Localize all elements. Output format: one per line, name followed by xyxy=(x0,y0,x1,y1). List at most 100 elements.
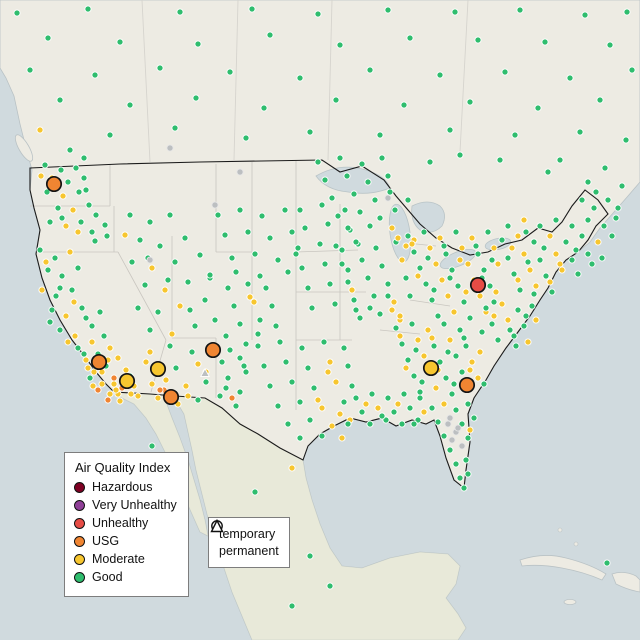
station-dot xyxy=(242,368,250,376)
station-dot xyxy=(146,218,154,226)
station-dot xyxy=(64,338,72,346)
station-dot xyxy=(434,312,442,320)
station-dot xyxy=(410,248,418,256)
aqi-category-label: Good xyxy=(92,570,123,584)
station-dot xyxy=(501,68,509,76)
station-dot xyxy=(288,602,296,610)
station-dot xyxy=(58,214,66,222)
station-dot xyxy=(384,6,392,14)
station-dot xyxy=(148,380,156,388)
station-dot xyxy=(316,240,324,248)
station-dot xyxy=(546,278,554,286)
station-dot xyxy=(452,352,460,360)
station-dot xyxy=(581,11,589,19)
station-dot xyxy=(266,234,274,242)
station-dot xyxy=(446,336,454,344)
station-dot xyxy=(284,268,292,276)
station-dot-large xyxy=(45,175,63,193)
station-dot xyxy=(504,254,512,262)
station-dot xyxy=(440,242,448,250)
station-dot xyxy=(464,260,472,268)
station-dot xyxy=(186,306,194,314)
station-dot xyxy=(480,266,488,274)
aqi-legend-item: USG xyxy=(74,535,177,548)
station-dot xyxy=(224,374,232,382)
station-dot xyxy=(69,206,77,214)
station-dot xyxy=(68,286,76,294)
station-dot xyxy=(184,278,192,286)
station-dot xyxy=(468,234,476,242)
station-dot xyxy=(171,258,179,266)
station-dot xyxy=(534,104,542,112)
station-dot xyxy=(352,394,360,402)
station-dot xyxy=(498,236,506,244)
station-dot xyxy=(184,392,192,400)
shape-legend-item: permanent xyxy=(210,518,279,558)
station-dot xyxy=(384,172,392,180)
cuba xyxy=(519,555,607,581)
station-dot xyxy=(37,172,45,180)
station-dot xyxy=(390,408,398,416)
station-dot xyxy=(121,231,129,239)
station-dot xyxy=(164,276,172,284)
station-dot xyxy=(250,298,258,306)
station-dot xyxy=(446,414,454,422)
station-dot xyxy=(464,400,472,408)
station-dot xyxy=(191,322,199,330)
stations-layer xyxy=(13,5,636,610)
station-dot xyxy=(52,292,60,300)
station-dot xyxy=(281,206,289,214)
aqi-legend-item: Hazardous xyxy=(74,481,177,494)
station-dot xyxy=(226,346,234,354)
station-dot xyxy=(446,274,454,282)
station-dot xyxy=(318,201,326,209)
station-dot xyxy=(324,220,332,228)
aqi-category-label: Moderate xyxy=(92,552,145,566)
aqi-category-swatch xyxy=(74,553,85,565)
station-dot xyxy=(528,302,536,310)
station-dot xyxy=(338,246,346,254)
station-dot xyxy=(454,424,462,432)
station-dot xyxy=(430,286,438,294)
station-dot xyxy=(341,206,349,214)
jamaica xyxy=(563,599,577,605)
station-dot xyxy=(372,244,380,252)
station-dot xyxy=(211,316,219,324)
aqi-legend-item: Good xyxy=(74,571,177,584)
station-dot xyxy=(274,402,282,410)
station-dot xyxy=(192,94,200,102)
station-dot xyxy=(436,71,444,79)
station-dot xyxy=(43,188,51,196)
station-dot xyxy=(41,161,49,169)
station-dot xyxy=(460,484,468,492)
station-dot xyxy=(424,326,432,334)
station-dot xyxy=(366,222,374,230)
station-dot xyxy=(422,280,430,288)
station-dot xyxy=(196,251,204,259)
station-dot-large xyxy=(458,376,476,394)
station-dot xyxy=(51,254,59,262)
aqi-category-swatch xyxy=(74,499,85,511)
station-dot xyxy=(520,216,528,224)
station-dot xyxy=(244,280,252,288)
aqi-legend-items: Hazardous Very Unhealthy Unhealthy USG Moder… xyxy=(73,481,178,584)
station-dot xyxy=(402,364,410,372)
station-dot xyxy=(388,224,396,232)
station-dot xyxy=(544,168,552,176)
aqi-category-label: Very Unhealthy xyxy=(92,498,177,512)
station-dot xyxy=(594,238,602,246)
station-dot xyxy=(110,374,118,382)
station-dot xyxy=(260,104,268,112)
station-dot xyxy=(448,390,456,398)
station-dot xyxy=(520,250,528,258)
station-dot xyxy=(392,324,400,332)
station-dot xyxy=(310,384,318,392)
shape-legend-label: permanent xyxy=(219,543,279,558)
station-dot xyxy=(366,420,374,428)
station-dot xyxy=(13,9,21,17)
station-dot xyxy=(464,470,472,478)
station-dot xyxy=(508,244,516,252)
station-dot xyxy=(256,316,264,324)
station-dot xyxy=(406,34,414,42)
station-dot xyxy=(214,211,222,219)
